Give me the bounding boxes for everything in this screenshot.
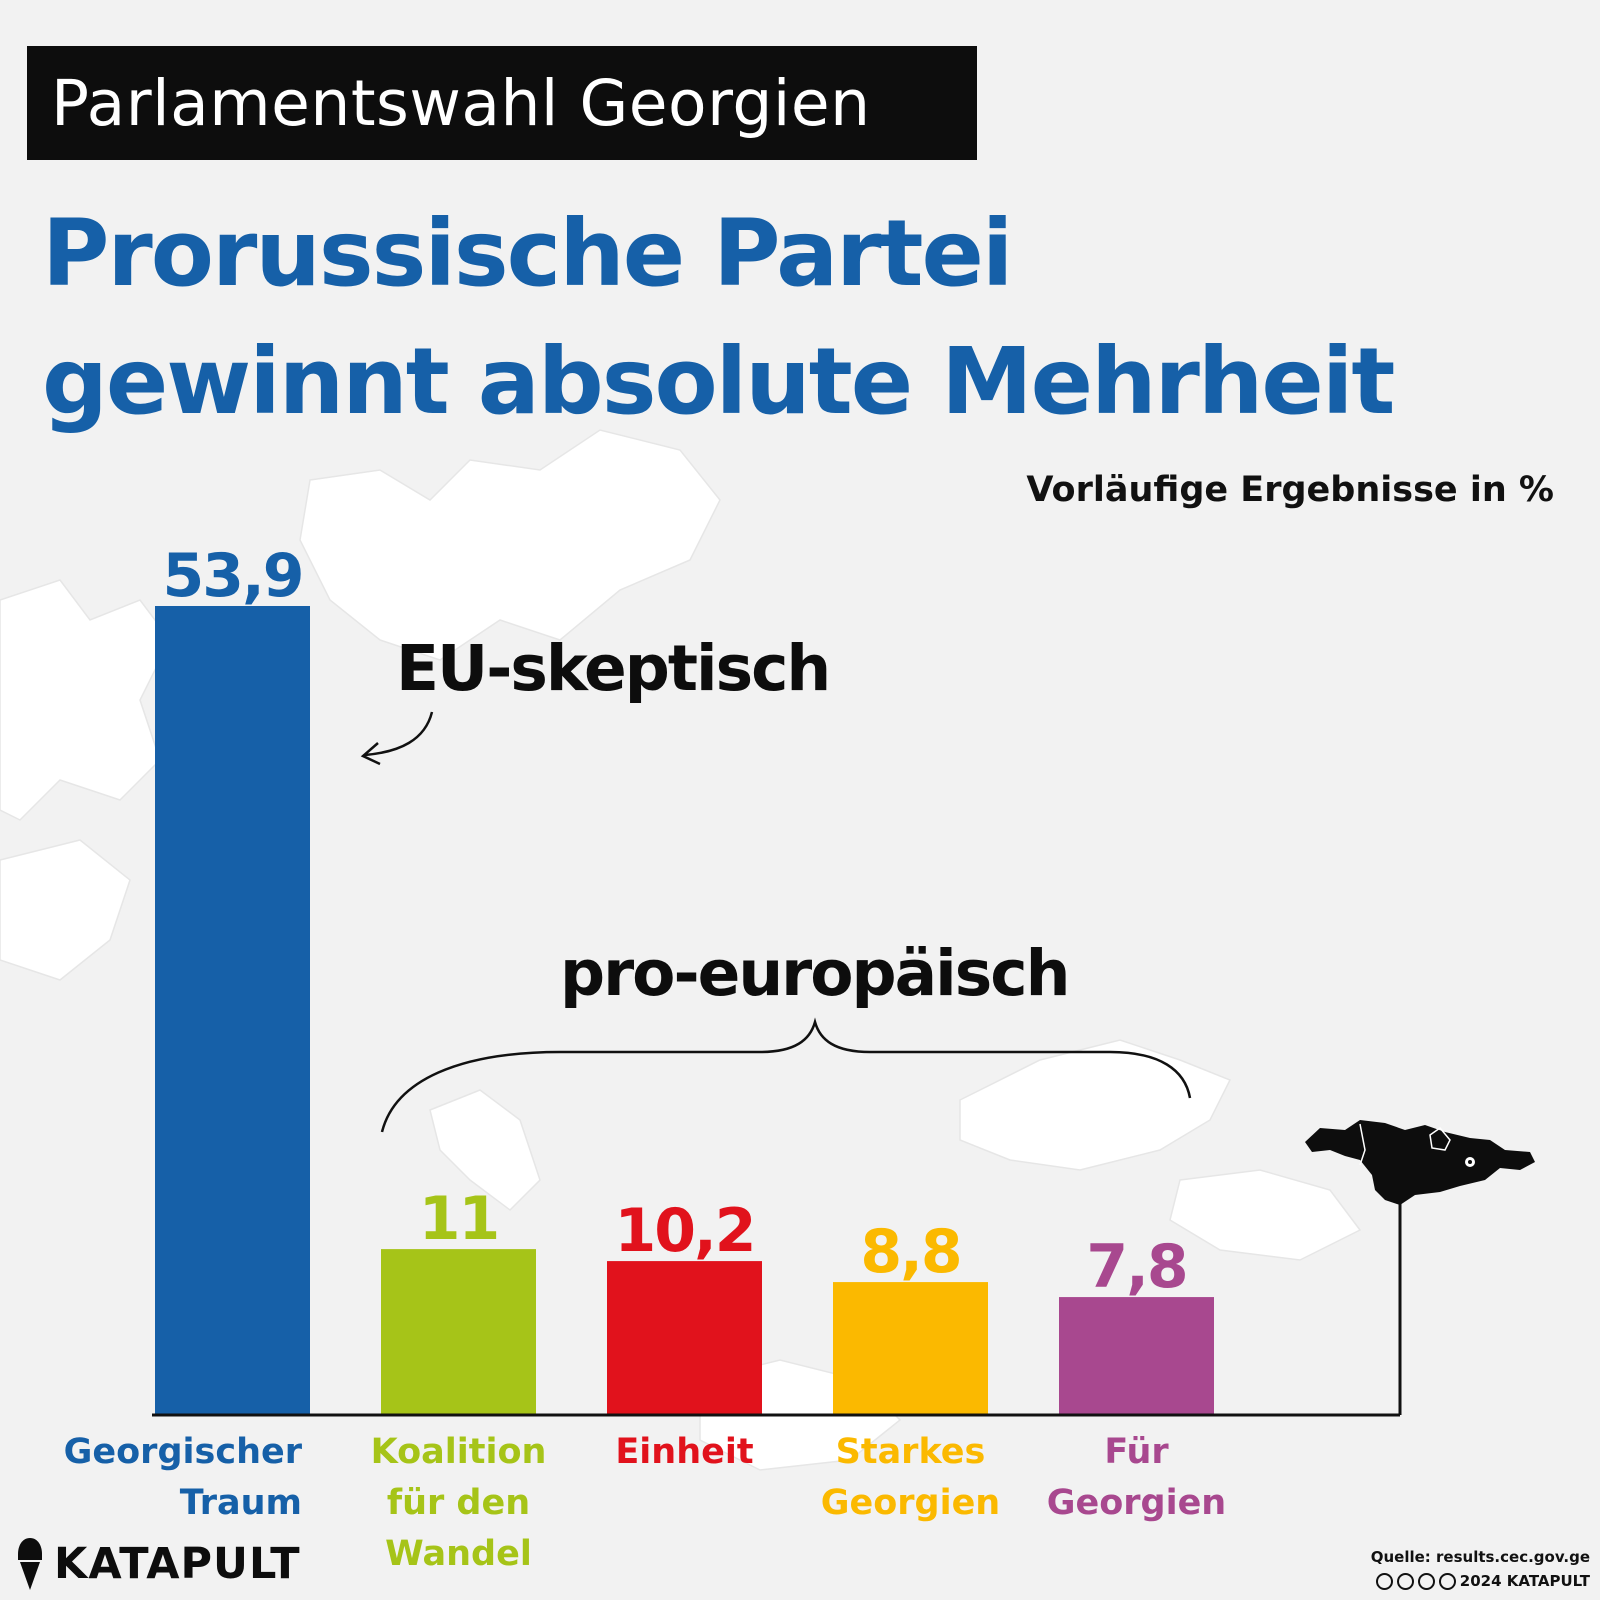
banner-text: Parlamentswahl Georgien bbox=[51, 66, 871, 140]
annotation-pro-european: pro-europäisch bbox=[560, 937, 1068, 1010]
category-label-0: Georgischer Traum bbox=[64, 1432, 303, 1523]
license-row: 2024 KATAPULT bbox=[1371, 1569, 1590, 1593]
curved-arrow bbox=[364, 711, 434, 757]
by-icon bbox=[1396, 1572, 1414, 1590]
nd-icon bbox=[1438, 1572, 1456, 1590]
bar-4 bbox=[1059, 1297, 1214, 1414]
brand-name: KATAPULT bbox=[54, 1539, 301, 1589]
category-label-4: Für Georgien bbox=[1047, 1432, 1226, 1523]
bar-2 bbox=[607, 1261, 762, 1414]
data-label-0: 53,9 bbox=[162, 541, 302, 611]
title-line-2: gewinnt absolute Mehrheit bbox=[42, 328, 1395, 435]
page-title: Prorussische Partei gewinnt absolute Meh… bbox=[42, 190, 1582, 446]
top-banner: Parlamentswahl Georgien bbox=[27, 46, 977, 160]
category-label-1: Koalition für den Wandel bbox=[371, 1432, 547, 1574]
nc-icon bbox=[1417, 1572, 1435, 1590]
bar-0 bbox=[155, 606, 310, 1414]
katapult-logo-icon bbox=[18, 1538, 42, 1590]
arrow-head bbox=[360, 742, 381, 766]
annotation-eu-skeptic: EU-skeptisch bbox=[396, 632, 829, 705]
bar-1 bbox=[381, 1249, 536, 1414]
title-line-1: Prorussische Partei bbox=[42, 200, 1013, 307]
cc-icon bbox=[1375, 1572, 1393, 1590]
chart-subtitle: Vorläufige Ergebnisse in % bbox=[1026, 470, 1554, 510]
data-label-3: 8,8 bbox=[860, 1217, 960, 1287]
bar-3 bbox=[833, 1282, 988, 1414]
category-label-3: Starkes Georgien bbox=[821, 1432, 1000, 1523]
data-label-1: 11 bbox=[419, 1184, 499, 1254]
data-label-2: 10,2 bbox=[614, 1196, 754, 1266]
data-label-4: 7,8 bbox=[1086, 1232, 1186, 1302]
georgia-map-icon bbox=[1305, 1120, 1535, 1205]
grouping-brace bbox=[380, 1017, 1192, 1133]
brand-logo: KATAPULT bbox=[16, 1536, 301, 1592]
copyright-text: 2024 KATAPULT bbox=[1459, 1572, 1590, 1590]
source-text: Quelle: results.cec.gov.ge bbox=[1370, 1548, 1590, 1566]
source-credit: Quelle: results.cec.gov.ge 2024 KATAPULT bbox=[1371, 1545, 1590, 1593]
category-label-2: Einheit bbox=[615, 1432, 753, 1472]
